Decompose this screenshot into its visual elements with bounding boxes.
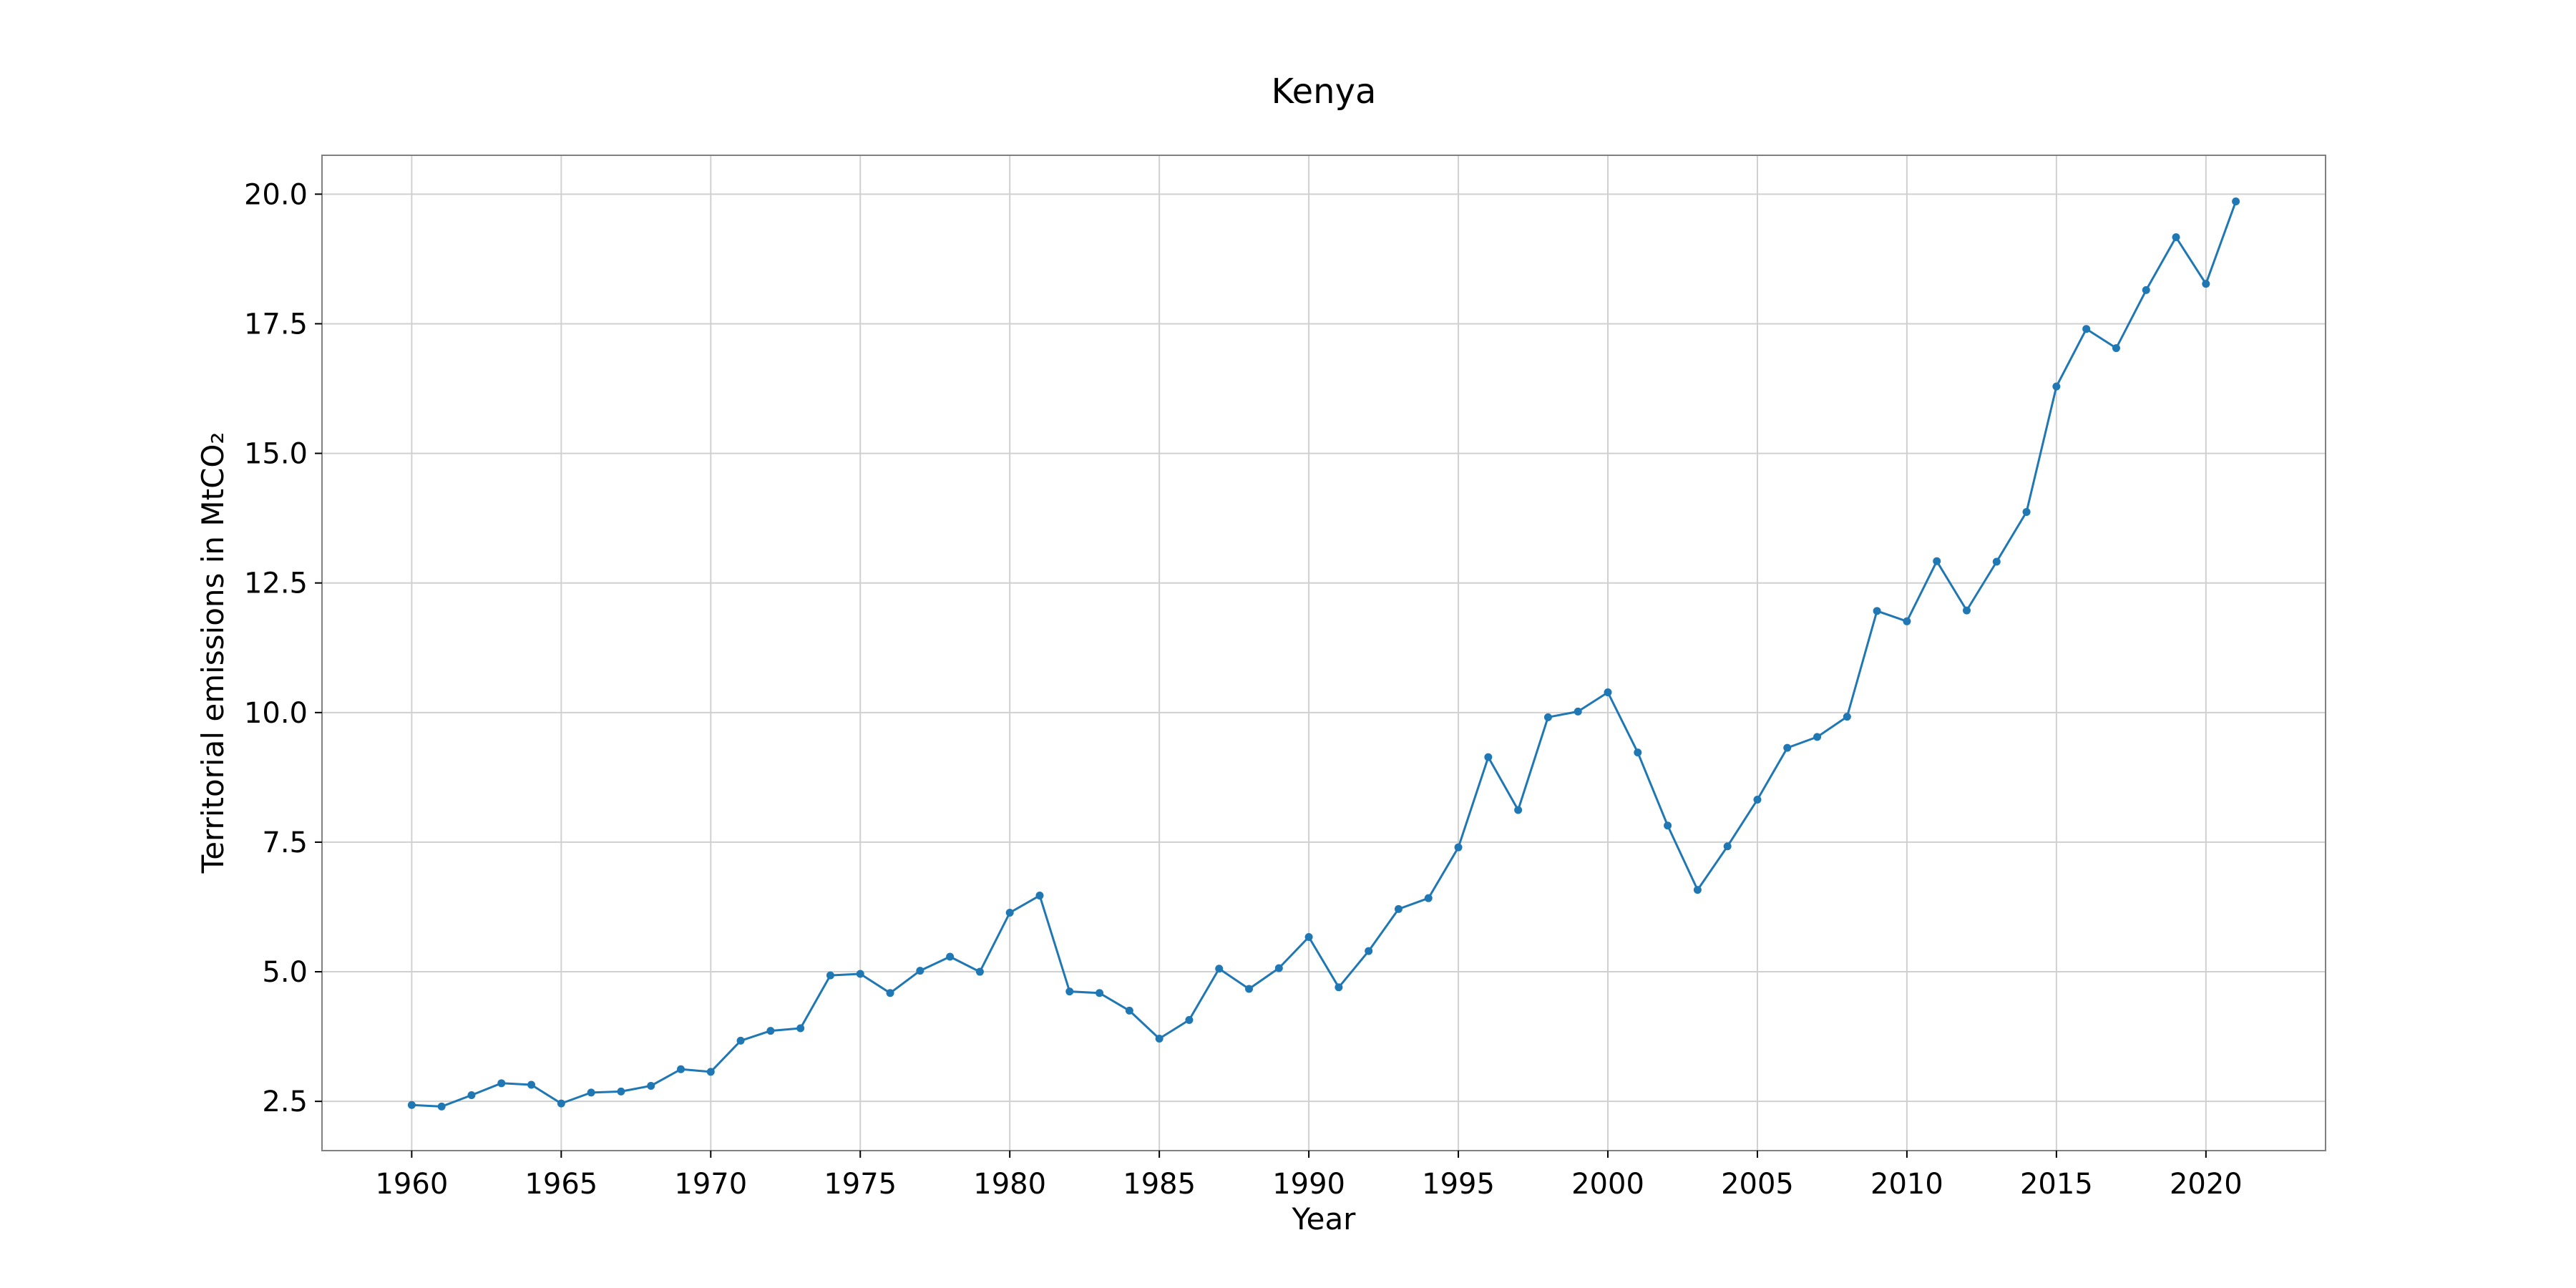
x-tick-label: 1975: [824, 1168, 897, 1201]
data-point: [676, 1065, 685, 1073]
data-point: [2142, 286, 2150, 294]
data-point: [1125, 1006, 1133, 1015]
data-point: [2172, 233, 2180, 241]
x-tick-label: 1960: [375, 1168, 448, 1201]
data-point: [1783, 743, 1792, 752]
data-point: [1514, 806, 1523, 814]
data-point: [1335, 983, 1343, 992]
data-point: [1185, 1015, 1194, 1024]
data-point: [2232, 197, 2240, 205]
y-tick-label: 7.5: [262, 826, 308, 859]
series-group: [407, 197, 2240, 1111]
x-tick-label: 1995: [1422, 1168, 1495, 1201]
x-tick-label: 2010: [1870, 1168, 1943, 1201]
grid-lines: [322, 155, 2326, 1151]
data-point: [1096, 989, 1104, 997]
data-point: [1693, 886, 1702, 894]
data-point: [736, 1036, 745, 1045]
x-axis-label: Year: [1292, 1201, 1357, 1236]
y-tick-label: 20.0: [244, 178, 308, 211]
data-point: [856, 970, 864, 978]
data-point: [1484, 753, 1493, 761]
y-tick-label: 5.0: [262, 956, 308, 989]
data-point: [946, 952, 955, 961]
data-point: [497, 1079, 506, 1088]
x-tick-label: 2015: [2020, 1168, 2093, 1201]
data-point: [1604, 688, 1612, 697]
data-point: [1933, 557, 1941, 565]
x-tick-label: 1990: [1272, 1168, 1345, 1201]
data-point: [1843, 713, 1851, 721]
data-point: [1813, 733, 1822, 741]
data-point: [1454, 843, 1463, 852]
data-point: [1723, 842, 1732, 851]
y-tick-label: 17.5: [244, 308, 308, 341]
data-point: [1065, 987, 1074, 996]
y-tick-label: 15.0: [244, 438, 308, 471]
data-point: [437, 1102, 446, 1111]
data-point: [1574, 707, 1582, 716]
x-tick-label: 2000: [1571, 1168, 1644, 1201]
data-point: [766, 1027, 775, 1035]
x-tick-label: 1980: [973, 1168, 1046, 1201]
data-point: [1543, 713, 1552, 721]
data-point: [617, 1087, 625, 1096]
data-point: [1304, 933, 1313, 942]
y-tick-label: 10.0: [244, 697, 308, 730]
y-axis-ticks: 2.5 5.0 7.5 10.0 12.5 15.0 17.5 20.0: [244, 178, 322, 1118]
y-axis-label: Territorial emissions in MtCO₂: [195, 432, 230, 874]
data-point: [1634, 748, 1642, 757]
data-point: [2112, 344, 2120, 353]
x-axis-ticks: 1960 1965 1970 1975 1980 1985 1990 1995 2000 2005…: [375, 1151, 2243, 1201]
data-point: [1274, 964, 1283, 972]
data-point: [1005, 908, 1014, 917]
data-point: [1424, 894, 1433, 902]
series-line: [411, 200, 2238, 1108]
data-point: [916, 967, 924, 975]
data-point: [1394, 904, 1402, 913]
x-tick-label: 1970: [674, 1168, 747, 1201]
data-point: [1245, 985, 1254, 993]
data-point: [587, 1088, 595, 1097]
x-tick-label: 1985: [1123, 1168, 1196, 1201]
chart-title: Kenya: [1272, 72, 1377, 112]
data-point: [1155, 1035, 1163, 1043]
data-point: [1664, 821, 1672, 830]
data-point: [1215, 965, 1224, 973]
data-point: [407, 1101, 416, 1109]
data-point: [1365, 947, 1373, 955]
data-point: [527, 1080, 536, 1089]
data-point: [796, 1024, 805, 1033]
data-point: [1992, 557, 2001, 566]
data-point: [886, 989, 894, 997]
data-point: [557, 1099, 565, 1108]
data-point: [706, 1068, 715, 1076]
y-tick-label: 12.5: [244, 567, 308, 600]
plot-frame: [321, 155, 2326, 1151]
data-point: [2052, 382, 2061, 391]
data-point: [1903, 617, 1911, 625]
data-point: [2202, 280, 2210, 288]
x-tick-label: 1965: [525, 1168, 597, 1201]
x-tick-label: 2020: [2170, 1168, 2243, 1201]
data-point: [2082, 325, 2091, 333]
data-point: [1035, 892, 1044, 900]
data-point: [1873, 607, 1881, 615]
data-point: [1753, 796, 1762, 804]
data-point: [647, 1081, 655, 1090]
y-tick-label: 2.5: [262, 1085, 308, 1118]
x-tick-label: 2005: [1721, 1168, 1794, 1201]
data-point: [1963, 606, 1971, 615]
data-point: [975, 967, 984, 976]
data-point: [467, 1091, 476, 1099]
data-point: [826, 971, 834, 980]
data-point: [2022, 507, 2031, 516]
